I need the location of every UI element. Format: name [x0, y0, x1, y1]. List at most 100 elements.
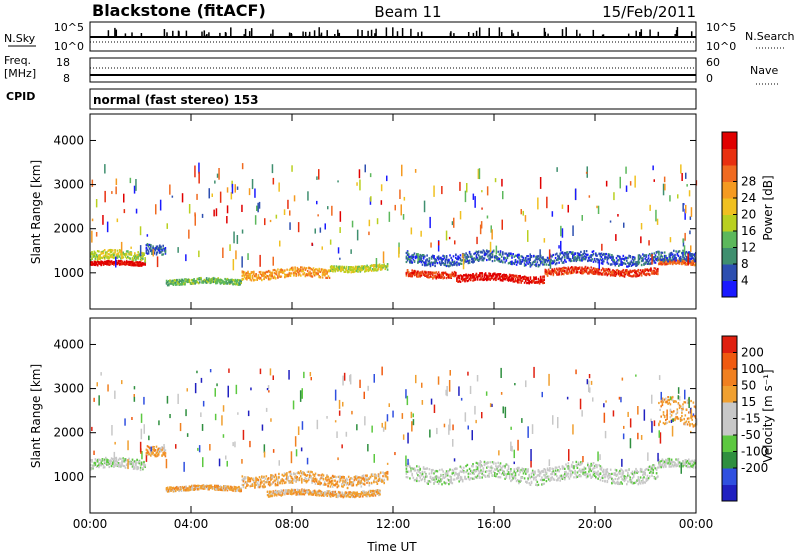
data-cell — [314, 477, 317, 480]
data-cell — [626, 265, 628, 268]
data-cell — [374, 477, 376, 480]
data-cell — [523, 259, 526, 262]
data-cell — [134, 264, 136, 267]
data-cell — [376, 479, 379, 482]
data-cell — [122, 262, 125, 265]
data-cell — [332, 494, 334, 498]
data-cell — [336, 495, 339, 498]
data-cell — [566, 272, 568, 275]
data-cell — [655, 258, 658, 262]
data-cell — [583, 258, 586, 261]
data-cell — [628, 262, 630, 265]
data-cell — [679, 259, 682, 262]
noise-cell — [311, 242, 313, 246]
data-cell — [189, 488, 192, 491]
data-cell — [200, 487, 202, 490]
data-cell — [411, 269, 414, 272]
noise-cell — [403, 196, 406, 201]
data-cell — [568, 268, 571, 271]
data-cell — [107, 249, 110, 252]
data-cell — [681, 263, 683, 266]
data-cell — [673, 255, 675, 258]
data-cell — [338, 479, 341, 482]
data-cell — [254, 275, 256, 278]
noise-cell — [169, 184, 171, 195]
data-cell — [288, 481, 291, 484]
data-cell — [443, 276, 446, 279]
data-cell — [558, 255, 560, 258]
data-cell — [269, 480, 271, 484]
data-cell — [191, 487, 193, 490]
data-cell — [582, 258, 585, 261]
data-cell — [618, 258, 620, 262]
data-cell — [612, 270, 614, 273]
data-cell — [657, 250, 659, 253]
colorbar-tick-label: 28 — [741, 175, 756, 189]
data-cell — [314, 482, 317, 485]
data-cell — [621, 257, 624, 260]
data-cell — [266, 480, 269, 483]
data-cell — [286, 489, 288, 492]
data-cell — [231, 280, 233, 283]
data-cell — [187, 487, 190, 490]
data-cell — [574, 258, 576, 261]
data-cell — [464, 280, 466, 283]
data-cell — [305, 481, 308, 484]
data-cell — [534, 263, 536, 266]
data-cell — [344, 479, 347, 482]
data-cell — [428, 257, 431, 260]
data-cell — [531, 281, 534, 284]
noise-cell — [683, 245, 686, 255]
data-cell — [273, 476, 276, 479]
data-cell — [668, 258, 671, 261]
data-cell — [342, 475, 344, 478]
data-cell — [107, 460, 110, 463]
data-cell — [444, 264, 447, 267]
data-cell — [657, 255, 659, 259]
noise-cell — [91, 230, 93, 243]
data-cell — [539, 275, 542, 278]
data-cell — [660, 251, 663, 254]
noise-cell — [560, 225, 562, 237]
data-cell — [693, 258, 696, 261]
data-cell — [432, 276, 434, 280]
data-cell — [295, 269, 298, 272]
data-cell — [334, 479, 336, 482]
noise-cell — [433, 185, 435, 197]
data-cell — [273, 268, 276, 272]
data-cell — [93, 253, 96, 256]
data-cell — [488, 254, 490, 257]
data-cell — [564, 254, 566, 257]
data-cell — [339, 475, 342, 478]
data-cell — [152, 245, 154, 248]
data-cell — [606, 273, 609, 276]
data-cell — [225, 485, 228, 489]
data-cell — [98, 464, 100, 467]
data-cell — [183, 486, 185, 490]
data-cell — [99, 258, 101, 261]
data-cell — [304, 477, 307, 480]
data-cell — [345, 266, 348, 269]
data-cell — [443, 256, 446, 259]
data-cell — [313, 489, 316, 492]
data-cell — [499, 279, 502, 282]
data-cell — [494, 259, 496, 262]
data-cell — [278, 274, 280, 277]
data-cell — [138, 254, 141, 257]
data-cell — [201, 281, 203, 284]
data-cell — [180, 280, 183, 283]
data-cell — [459, 254, 462, 257]
data-cell — [238, 279, 240, 282]
data-cell — [96, 264, 99, 267]
data-cell — [358, 476, 360, 479]
data-cell — [537, 277, 540, 280]
data-cell — [406, 253, 409, 256]
data-cell — [461, 275, 464, 278]
data-cell — [665, 263, 667, 266]
data-cell — [564, 269, 566, 272]
data-cell — [365, 474, 367, 477]
data-cell — [318, 276, 321, 279]
data-cell — [659, 256, 661, 259]
data-cell — [494, 256, 496, 259]
data-cell — [514, 259, 517, 262]
